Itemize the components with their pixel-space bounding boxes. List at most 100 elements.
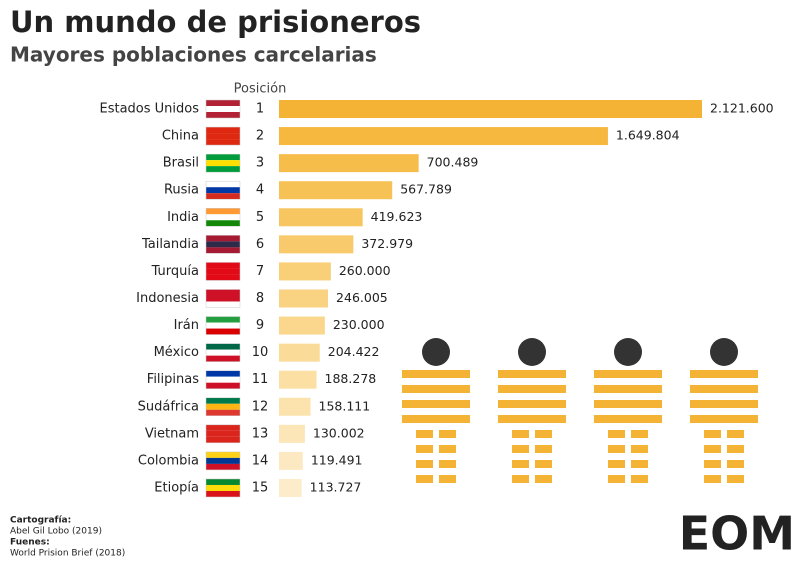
flag-border bbox=[205, 208, 241, 227]
logo: EOM bbox=[679, 507, 795, 561]
stripe bbox=[416, 475, 433, 483]
prisoner-figures bbox=[402, 338, 758, 483]
stripe bbox=[608, 430, 625, 438]
bar bbox=[279, 451, 303, 470]
value-label: 372.979 bbox=[361, 236, 413, 251]
stripe bbox=[631, 445, 648, 453]
category-label: Etiopía bbox=[154, 480, 199, 495]
stripe bbox=[727, 445, 744, 453]
rank-label: 11 bbox=[252, 372, 269, 387]
stripe bbox=[727, 475, 744, 483]
flag bbox=[206, 457, 240, 464]
rank-label: 9 bbox=[256, 318, 264, 333]
flag bbox=[206, 343, 240, 350]
category-label: India bbox=[167, 210, 199, 225]
value-label: 419.623 bbox=[371, 209, 423, 224]
bar bbox=[279, 424, 305, 443]
flag-border bbox=[205, 126, 241, 146]
category-label: Estados Unidos bbox=[99, 102, 199, 117]
flag-border bbox=[205, 180, 241, 200]
flag-border bbox=[205, 316, 241, 335]
rank-label: 13 bbox=[252, 426, 269, 441]
stripe bbox=[416, 460, 433, 468]
value-label: 2.121.600 bbox=[710, 101, 774, 116]
stripe bbox=[402, 385, 470, 393]
rank-label: 12 bbox=[252, 399, 269, 414]
flag bbox=[206, 430, 240, 437]
stripe bbox=[631, 475, 648, 483]
bar bbox=[279, 235, 354, 254]
credit-text: World Prision Brief (2018) bbox=[10, 549, 125, 559]
flag-border bbox=[205, 99, 241, 119]
category-label: Sudáfrica bbox=[138, 399, 199, 414]
category-label: Filipinas bbox=[147, 372, 199, 387]
rank-label: 3 bbox=[256, 156, 264, 171]
flag bbox=[206, 295, 240, 302]
category-label: Vietnam bbox=[145, 426, 199, 441]
value-label: 567.789 bbox=[400, 182, 452, 197]
flag bbox=[206, 424, 240, 431]
flag-border bbox=[205, 289, 241, 308]
flag bbox=[206, 409, 240, 416]
flag bbox=[206, 112, 240, 118]
stripe bbox=[512, 445, 529, 453]
stripe bbox=[535, 475, 552, 483]
head bbox=[710, 338, 738, 366]
chart-subtitle: Mayores poblaciones carcelarias bbox=[10, 43, 377, 67]
bar bbox=[279, 316, 325, 335]
rank-label: 14 bbox=[252, 453, 269, 468]
bar bbox=[279, 343, 320, 362]
stripe bbox=[704, 430, 721, 438]
chart-title: Un mundo de prisioneros bbox=[10, 5, 421, 39]
stripe bbox=[704, 460, 721, 468]
flag bbox=[206, 193, 240, 200]
flag bbox=[206, 349, 240, 356]
flag-border bbox=[205, 262, 241, 281]
flag bbox=[206, 133, 240, 140]
stripe bbox=[416, 445, 433, 453]
stripe bbox=[498, 370, 566, 378]
category-label: Tailandia bbox=[141, 237, 199, 252]
category-label: Rusia bbox=[164, 183, 199, 198]
flag bbox=[206, 451, 240, 458]
stripe bbox=[594, 415, 662, 423]
flag bbox=[206, 247, 240, 254]
stripe bbox=[439, 475, 456, 483]
flag-border bbox=[205, 370, 241, 389]
stripe bbox=[535, 460, 552, 468]
stripe bbox=[690, 385, 758, 393]
flag-border bbox=[205, 478, 241, 498]
value-label: 130.002 bbox=[313, 425, 365, 440]
rank-label: 8 bbox=[256, 291, 264, 306]
rank-label: 1 bbox=[256, 102, 264, 117]
stripe bbox=[690, 400, 758, 408]
category-label: Turquía bbox=[151, 264, 199, 279]
bar bbox=[279, 478, 302, 497]
bar bbox=[279, 397, 311, 416]
stripe bbox=[631, 430, 648, 438]
head bbox=[614, 338, 642, 366]
flag-border bbox=[205, 343, 241, 362]
value-label: 700.489 bbox=[427, 155, 479, 170]
stripe bbox=[594, 400, 662, 408]
flag bbox=[206, 322, 240, 329]
stripe bbox=[512, 475, 529, 483]
stripe bbox=[498, 400, 566, 408]
stripe bbox=[690, 415, 758, 423]
flag bbox=[206, 241, 240, 248]
value-label: 188.278 bbox=[325, 371, 377, 386]
stripe bbox=[727, 460, 744, 468]
flag bbox=[206, 106, 240, 112]
bar bbox=[279, 262, 331, 281]
value-label: 119.491 bbox=[311, 452, 363, 467]
stripe bbox=[594, 385, 662, 393]
flag bbox=[206, 262, 240, 269]
stripe bbox=[690, 370, 758, 378]
category-label: Irán bbox=[174, 318, 199, 333]
flag bbox=[206, 127, 240, 134]
flag bbox=[206, 376, 240, 383]
bar bbox=[279, 100, 702, 118]
stripe bbox=[512, 460, 529, 468]
stripe bbox=[608, 475, 625, 483]
